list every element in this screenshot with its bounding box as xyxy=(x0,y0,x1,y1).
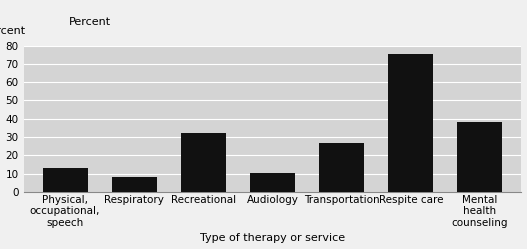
X-axis label: Type of therapy or service: Type of therapy or service xyxy=(200,234,345,244)
Bar xyxy=(112,177,157,192)
Bar xyxy=(250,173,295,192)
Text: Percent: Percent xyxy=(69,17,111,27)
Bar xyxy=(457,122,502,192)
Bar xyxy=(181,133,226,192)
Bar xyxy=(388,54,433,192)
Bar xyxy=(319,143,364,192)
Bar xyxy=(43,168,87,192)
Text: Percent: Percent xyxy=(0,26,26,36)
